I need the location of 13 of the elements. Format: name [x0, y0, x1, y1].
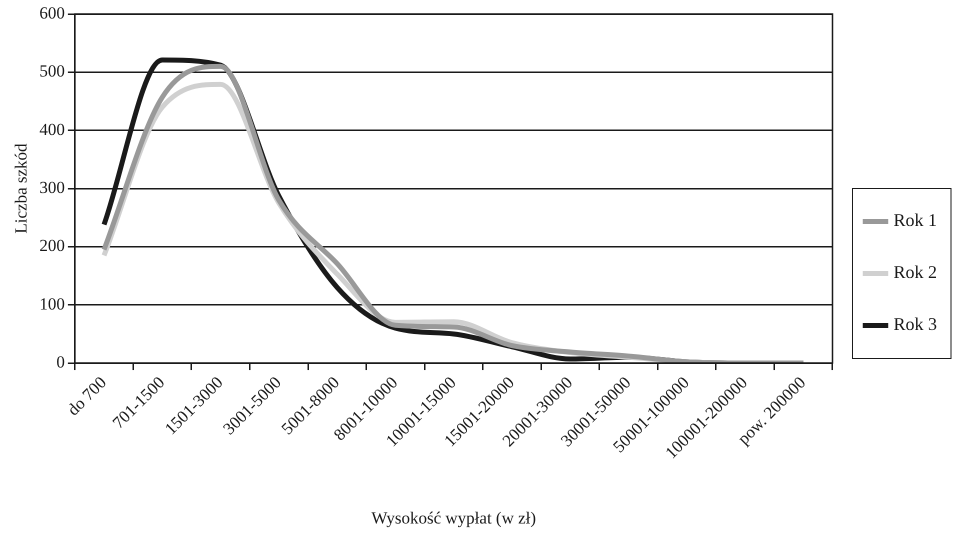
y-tick-label: 0: [56, 352, 65, 372]
x-axis-title: Wysokość wypłat (w zł): [371, 508, 536, 528]
legend-label: Rok 3: [893, 314, 938, 334]
y-tick-label: 400: [39, 120, 65, 139]
y-tick-label: 500: [39, 62, 65, 81]
x-tick-label: do 700: [64, 372, 110, 420]
y-tick-label: 300: [39, 178, 65, 197]
legend-label: Rok 2: [893, 262, 938, 282]
y-tick-label: 200: [39, 236, 65, 256]
legend-label: Rok 1: [893, 210, 938, 230]
y-axis-title: Liczba szkód: [12, 142, 31, 234]
y-tick-label: 100: [39, 294, 65, 314]
y-tick-label: 600: [39, 3, 65, 22]
